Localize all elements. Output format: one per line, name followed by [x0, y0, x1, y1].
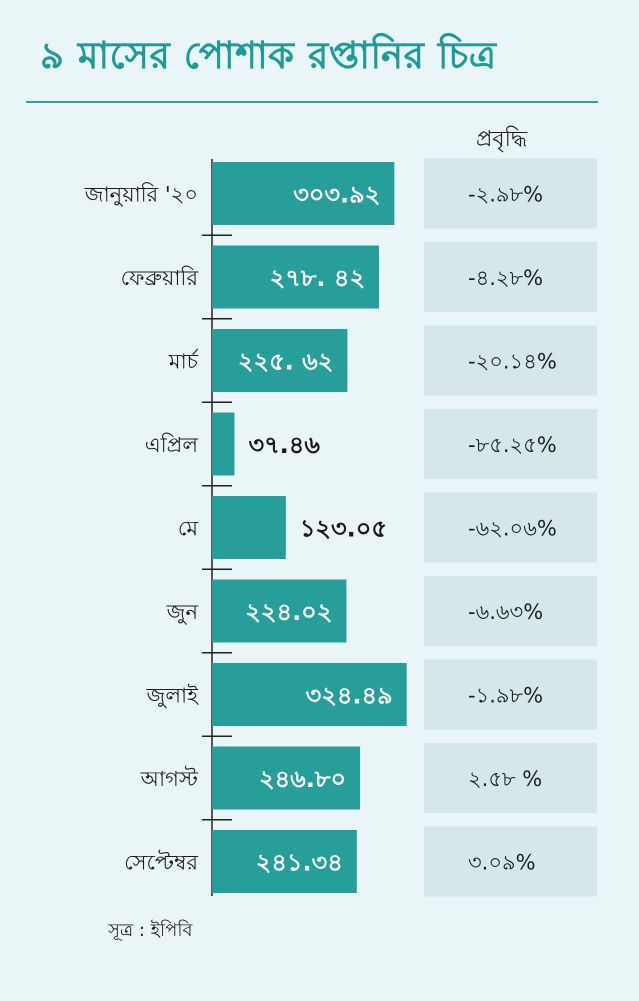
growth-cell: [424, 409, 597, 479]
growth-cell: [424, 826, 597, 897]
growth-cell: [424, 325, 597, 396]
growth-label: -৬২.০৬%: [468, 517, 557, 541]
value-label: ১২৩.০৫: [300, 515, 387, 543]
bar-7: [212, 663, 407, 726]
bar-4: [212, 412, 235, 476]
growth-column-header: প্রবৃদ্ধি: [476, 127, 528, 152]
growth-label: -৪.২৮%: [468, 266, 543, 290]
value-label: ২৪৬.৮০: [259, 765, 346, 793]
growth-label: -১.৯৮%: [468, 684, 543, 708]
value-label: ৩২৪.৪৯: [306, 682, 393, 710]
value-label: ২২৫. ৬২: [238, 348, 333, 376]
category-label: ফেব্রুয়ারি: [121, 266, 199, 290]
category-label: এপ্রিল: [145, 433, 199, 457]
bar-5: [212, 496, 286, 559]
growth-cell: [424, 743, 597, 813]
value-label: ২২৪.০২: [245, 598, 332, 626]
growth-label: -২.৯৮%: [468, 183, 543, 207]
growth-cell: [424, 659, 597, 730]
growth-label: ২.৫৮ %: [468, 767, 542, 791]
growth-label: -২০.১৪%: [468, 350, 557, 374]
category-label: জুন: [166, 600, 199, 625]
chart-title: ৯ মাসের পোশাক রপ্তানির চিত্র: [40, 34, 497, 77]
value-label: ২৪১.৩৪: [256, 849, 343, 877]
growth-cell: [424, 576, 597, 646]
category-label: আগস্ট: [140, 766, 199, 791]
bar-3: [212, 329, 348, 392]
value-label: ৩৭.৪৬: [248, 431, 320, 459]
title-divider: [26, 101, 598, 103]
category-label: সেপ্টেম্বর: [124, 850, 198, 875]
growth-cell: [424, 158, 597, 229]
growth-cell: [424, 492, 597, 563]
category-label: মে: [178, 517, 199, 541]
category-label: জানুয়ারি '২০: [84, 183, 198, 207]
bar-9: [212, 830, 357, 893]
growth-label: -৮৫.২৫%: [468, 433, 557, 457]
category-label: জুলাই: [146, 684, 200, 709]
value-label: ৩০৩.৯২: [293, 181, 380, 209]
growth-label: -৬.৬৩%: [468, 600, 543, 624]
bar-1: [212, 162, 395, 225]
growth-label: ৩.০৯%: [468, 851, 536, 875]
source-note: সূত্র : ইপিবি: [108, 920, 193, 941]
bar-2: [212, 245, 380, 309]
growth-cell: [424, 242, 597, 312]
bar-8: [212, 746, 361, 810]
bar-6: [212, 579, 347, 643]
category-label: মার্চ: [168, 349, 199, 374]
export-bar-chart: জানুয়ারি '২০ ৩০৩.৯২ -২.৯৮% ফেব্রুয়ারি ২৭৮.…: [84, 158, 597, 897]
value-label: ২৭৮. ৪২: [270, 264, 365, 292]
